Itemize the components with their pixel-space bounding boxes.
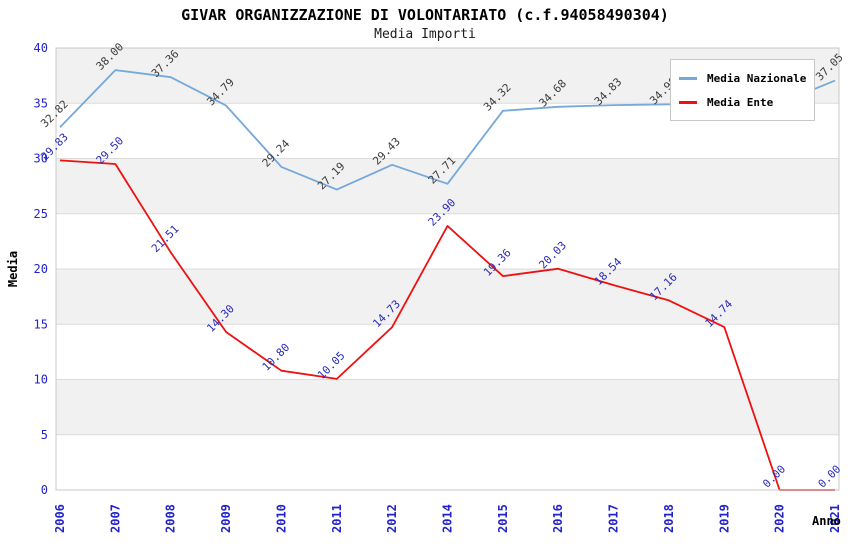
x-tick-label: 2020: [773, 504, 787, 533]
legend-item-media-nazionale: Media Nazionale: [679, 66, 806, 90]
x-tick-label: 2019: [717, 504, 731, 533]
y-tick-label: 20: [34, 262, 48, 276]
x-tick-label: 2007: [108, 504, 122, 533]
y-tick-label: 5: [41, 428, 48, 442]
x-tick-label: 2008: [164, 504, 178, 533]
plot-band: [56, 434, 839, 490]
plot-band: [56, 158, 839, 214]
plot-band: [56, 324, 839, 380]
x-tick-label: 2017: [607, 504, 621, 533]
legend-swatch-red-line-icon: [679, 100, 697, 104]
x-tick-label: 2021: [828, 504, 842, 533]
x-tick-label: 2009: [219, 504, 233, 533]
legend-label: Media Ente: [707, 95, 774, 109]
x-tick-label: 2018: [662, 504, 676, 533]
plot-band: [56, 213, 839, 269]
y-tick-label: 0: [41, 483, 48, 497]
legend-item-media-ente: Media Ente: [679, 90, 806, 114]
y-tick-label: 25: [34, 207, 48, 221]
x-tick-label: 2015: [496, 504, 510, 533]
x-tick-label: 2012: [385, 504, 399, 533]
y-tick-label: 35: [34, 96, 48, 110]
x-axis-title: Anno: [812, 514, 841, 528]
series-line-ente: [59, 159, 835, 491]
chart-subtitle: Media Importi: [374, 27, 476, 42]
legend-swatch-blue-line-icon: [679, 76, 697, 80]
y-tick-label: 10: [34, 373, 48, 387]
y-axis-title: Media: [6, 250, 20, 288]
chart-title: GIVAR ORGANIZZAZIONE DI VOLONTARIATO (c.…: [181, 6, 669, 24]
x-tick-label: 2016: [551, 504, 565, 533]
legend-label: Media Nazionale: [707, 71, 807, 85]
y-tick-label: 15: [34, 317, 48, 331]
legend-box: Media Nazionale Media Ente: [670, 59, 816, 121]
y-tick-label: 40: [34, 41, 48, 55]
y-tick-label: 30: [34, 152, 48, 166]
plot-band: [56, 269, 839, 325]
x-tick-label: 2014: [441, 504, 455, 533]
plot-border: [55, 47, 840, 491]
x-tick-label: 2011: [330, 504, 344, 533]
plot-band: [56, 379, 839, 435]
x-tick-label: 2010: [274, 504, 288, 533]
x-tick-label: 2006: [53, 504, 67, 533]
